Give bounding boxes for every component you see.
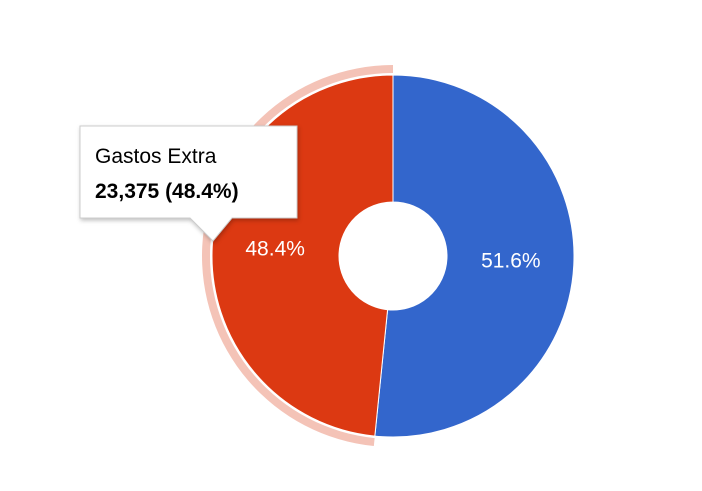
- slice: [374, 74, 575, 438]
- slice-label: 48.4%: [245, 238, 305, 261]
- tooltip-value: 23,375 (48.4%): [95, 180, 239, 203]
- slices: 51.6% 48.4%: [202, 65, 575, 447]
- tooltip-title: Gastos Extra: [95, 145, 217, 168]
- tooltip: Gastos Extra 23,375 (48.4%): [79, 125, 298, 242]
- tooltip-box: [79, 125, 298, 242]
- slice-label: 51.6%: [481, 249, 541, 272]
